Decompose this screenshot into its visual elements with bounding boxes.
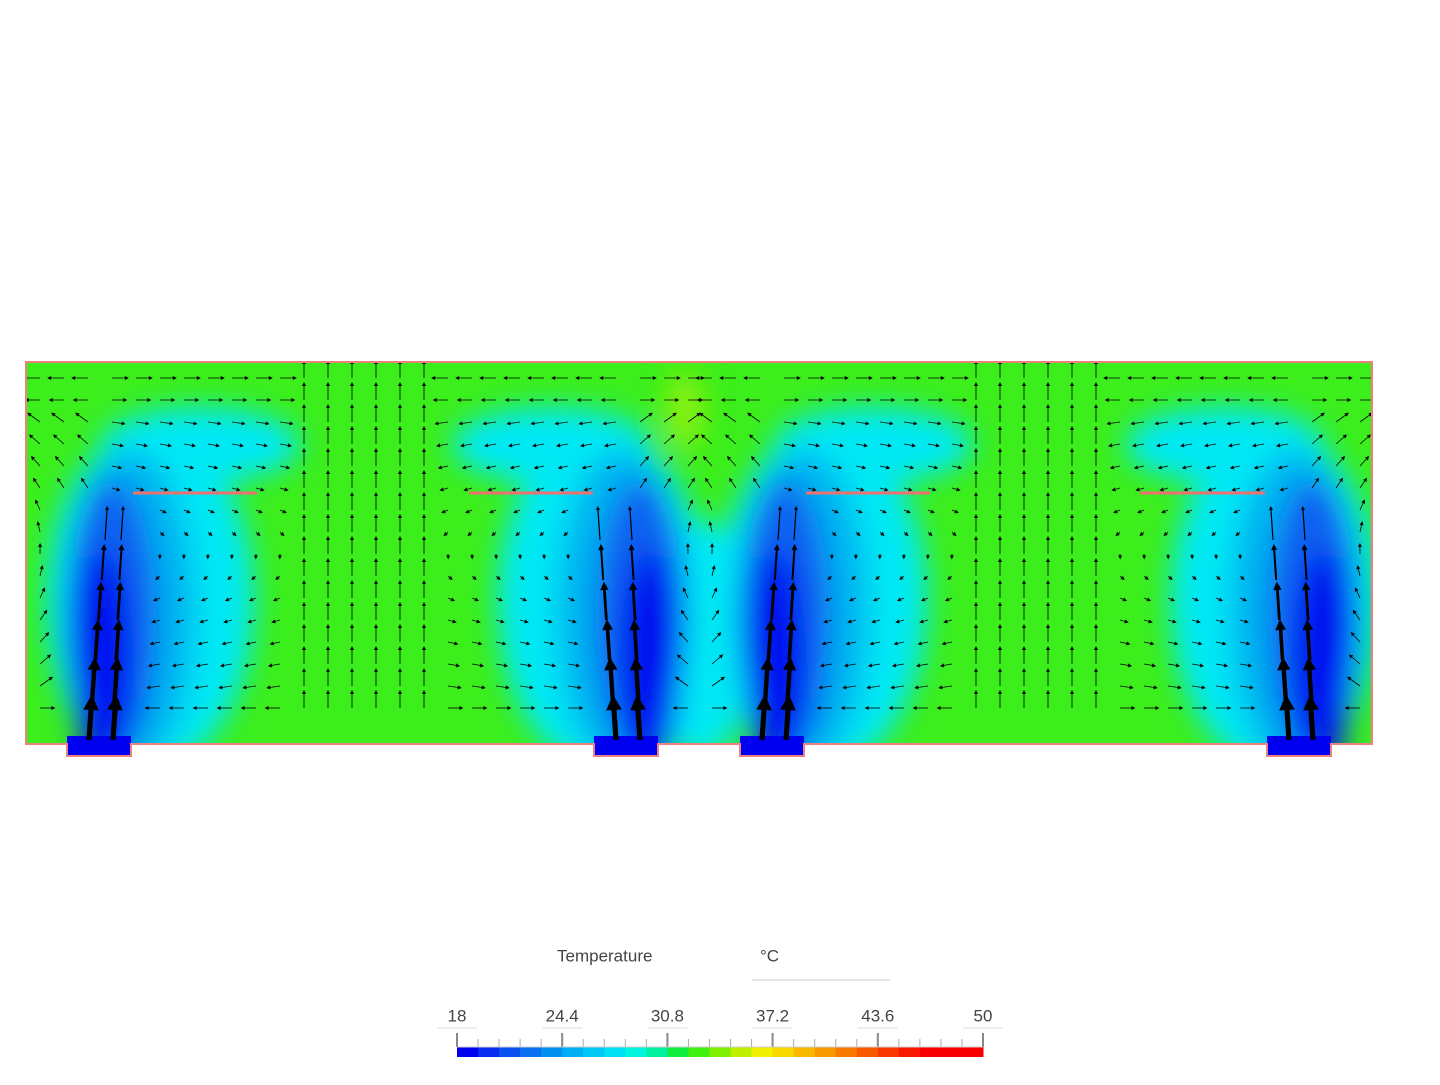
tick-label: 24.4 — [546, 1006, 579, 1025]
vector — [611, 670, 613, 700]
color-band — [794, 1047, 816, 1057]
vector — [608, 630, 610, 660]
vector — [1308, 630, 1310, 660]
vector — [92, 670, 94, 700]
color-band — [562, 1047, 584, 1057]
color-band — [752, 1047, 774, 1057]
color-band — [773, 1047, 795, 1057]
color-band — [520, 1047, 542, 1057]
color-band — [962, 1047, 984, 1057]
vector — [1309, 670, 1311, 700]
color-band — [478, 1047, 500, 1057]
vector — [791, 590, 793, 620]
legend-unit: °C — [760, 946, 779, 965]
vector — [113, 710, 115, 740]
color-band — [899, 1047, 921, 1057]
vector — [762, 710, 764, 740]
color-band — [646, 1047, 668, 1057]
vector — [1281, 630, 1283, 660]
color-band — [583, 1047, 605, 1057]
color-band — [836, 1047, 858, 1057]
color-band — [709, 1047, 731, 1057]
color-band — [499, 1047, 521, 1057]
simulation-field — [20, 355, 1380, 770]
color-band — [857, 1047, 879, 1057]
vector — [1306, 590, 1308, 620]
tick-label: 18 — [448, 1006, 467, 1025]
color-band — [920, 1047, 942, 1057]
vector — [99, 590, 101, 620]
vector — [635, 630, 637, 660]
vector — [115, 670, 117, 700]
vector — [614, 710, 616, 740]
vector — [1277, 590, 1279, 620]
color-band — [541, 1047, 563, 1057]
color-band — [731, 1047, 753, 1057]
vector — [772, 590, 774, 620]
tick-label: 37.2 — [756, 1006, 789, 1025]
vector-head — [1373, 376, 1377, 380]
vector — [1287, 710, 1289, 740]
vector — [786, 710, 788, 740]
vector — [1284, 670, 1286, 700]
vector — [636, 670, 638, 700]
tick-label: 43.6 — [861, 1006, 894, 1025]
vector — [118, 590, 120, 620]
color-band — [941, 1047, 963, 1057]
color-band — [457, 1047, 479, 1057]
vector — [633, 590, 635, 620]
vector — [638, 710, 640, 740]
color-band — [667, 1047, 689, 1057]
legend-title: Temperature — [557, 946, 652, 965]
tick-label: 30.8 — [651, 1006, 684, 1025]
color-band — [878, 1047, 900, 1057]
tick-label: 50 — [974, 1006, 993, 1025]
vector — [768, 630, 770, 660]
vector — [765, 670, 767, 700]
color-band — [604, 1047, 626, 1057]
vector — [604, 590, 606, 620]
color-band — [625, 1047, 647, 1057]
vector — [1311, 710, 1313, 740]
color-band — [815, 1047, 837, 1057]
vector — [89, 710, 91, 740]
vector — [789, 630, 791, 660]
color-legend: Temperature °C 18 24.4 30.8 37.2 43.6 50 — [437, 946, 1003, 1057]
vector — [116, 630, 118, 660]
color-band — [688, 1047, 710, 1057]
vector — [788, 670, 790, 700]
vector — [95, 630, 97, 660]
